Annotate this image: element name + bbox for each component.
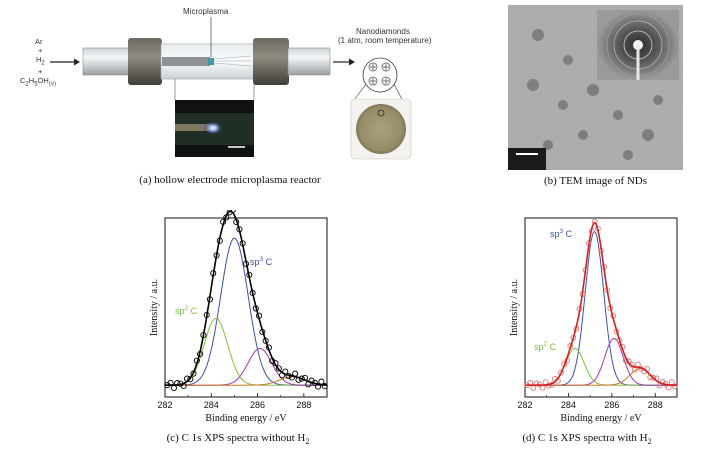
sp3-peak-curve [525, 230, 677, 386]
caption-d-sub: 2 [647, 437, 652, 447]
sample-spot [377, 109, 385, 117]
beam-stop [636, 45, 640, 80]
plasma-streak-1 [213, 55, 253, 60]
x-tick-label-286: 286 [250, 400, 265, 410]
caption-a: (a) hollow electrode microplasma reactor [139, 174, 321, 186]
sp2-label: sp2 C [534, 341, 557, 352]
x-tick-label-288: 288 [648, 400, 663, 410]
gas-plus-2: + [38, 67, 43, 76]
nanodiamond-cluster [362, 57, 398, 93]
x-tick-label-282: 282 [517, 400, 532, 410]
data-point [671, 383, 678, 390]
data-point [591, 218, 598, 225]
xps-chart-with-h2: 282 284 286 288 Binding energy / eV Intensity… [509, 217, 678, 424]
xps-chart-without-h2: 282 284 286 288 Binding energy / eV Intensity… [149, 210, 328, 424]
gas-h2-sub: 2 [41, 60, 45, 67]
gas-h2-label: H2 [36, 55, 45, 67]
x-tick-label-284: 284 [204, 400, 219, 410]
data-point [288, 374, 295, 381]
plot-frame [524, 217, 678, 398]
data-point [650, 374, 657, 381]
left-cap [128, 38, 162, 85]
caption-b: (b) TEM image of NDs [543, 175, 648, 187]
fit-envelope [525, 221, 677, 386]
tem-image [508, 5, 683, 170]
sample-disk [356, 104, 406, 154]
plasma-photo-electrode [175, 124, 211, 131]
scale-bar-block [508, 148, 546, 170]
data-point [668, 379, 675, 385]
data-point [545, 382, 552, 389]
right-tube [287, 47, 331, 76]
panel-a: Ar + H2 + C2H5OH(V) [0, 0, 460, 195]
x-tick-label-282: 282 [157, 400, 172, 410]
caption-d: (d) C 1s XPS spectra with H2 [497, 432, 677, 446]
data-point [635, 361, 641, 368]
sp3-label: sp3 C [250, 256, 273, 267]
plasma-streak-3 [213, 62, 253, 67]
outlet-arrow-head [349, 58, 355, 66]
gas-ethanol-label: C2H5OH(V) [20, 76, 56, 88]
gas-h2-text: H [36, 55, 42, 64]
conditions-label: (1 atm, room temperature) [338, 36, 432, 45]
gas-plus-1: + [38, 46, 43, 55]
caption-c-sub: 2 [305, 437, 310, 447]
eth-sub3: (V) [48, 81, 57, 88]
eth-sub2: 5 [34, 81, 38, 88]
sp3-label: sp3 C [550, 228, 573, 239]
microplasma-label: Microplasma [183, 7, 229, 16]
plasma-spot [208, 58, 214, 65]
caption-c: (c) C 1s XPS spectra without H2 [138, 432, 338, 446]
data-point [321, 383, 328, 390]
reactor-schematic [50, 17, 412, 160]
x-axis-title: Binding energy / eV [205, 413, 287, 424]
eth-c: C [20, 76, 26, 85]
eth-h: H [28, 76, 35, 85]
nanodiamonds-label: Nanodiamonds [356, 27, 410, 36]
caption-c-text: (c) C 1s XPS spectra without H [166, 432, 306, 444]
x-tick-label-286: 286 [604, 400, 619, 410]
x-axis-title: Binding energy / eV [560, 413, 642, 424]
fit-envelope [165, 210, 327, 386]
diamond-particles [368, 62, 391, 86]
data-point [170, 384, 177, 392]
data-point [558, 369, 564, 376]
data-point [539, 384, 546, 391]
sp2-label: sp2 C [175, 305, 198, 316]
y-axis-title: Intensity / a.u. [509, 279, 520, 336]
data-point [174, 380, 181, 387]
panel-d: 282 284 286 288 Binding energy / eV Intensity… [497, 210, 697, 450]
plot-frame [164, 217, 328, 398]
inlet-arrow-head [74, 58, 80, 66]
gas-ar-label: Ar [35, 37, 43, 46]
panel-c: 282 284 286 288 Binding energy / eV Intensity… [138, 210, 338, 450]
left-tube [82, 47, 130, 76]
inner-electrode [162, 57, 210, 66]
data-point [275, 365, 282, 372]
y-axis-title: Intensity / a.u. [149, 279, 160, 336]
eth-oh: OH [37, 76, 49, 85]
x-tick-label-284: 284 [561, 400, 576, 410]
caption-d-text: (d) C 1s XPS spectra with H [522, 432, 648, 444]
plasma-glow [203, 121, 223, 135]
right-cap [253, 38, 289, 85]
data-point [530, 385, 537, 391]
x-tick-label-288: 288 [296, 400, 311, 410]
data-point [318, 378, 325, 385]
panel-b: (b) TEM image of NDs [508, 5, 683, 190]
sp2-peak-curve [165, 317, 327, 386]
eth-sub1: 2 [25, 81, 29, 88]
